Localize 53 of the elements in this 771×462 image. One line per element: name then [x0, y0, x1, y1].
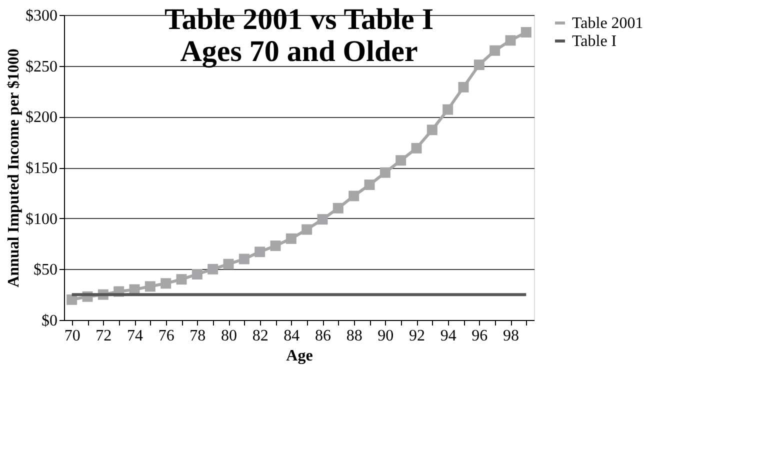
point — [254, 246, 266, 258]
point — [520, 27, 532, 38]
x-tick-label: 90 — [378, 328, 394, 344]
y-tick-label: $150 — [26, 160, 58, 177]
y-tick-label: $250 — [26, 58, 58, 76]
point — [505, 35, 516, 46]
legend-label: Table 2001 — [572, 15, 644, 32]
x-tick-label: 98 — [503, 328, 519, 344]
x-tick-label: 88 — [346, 328, 362, 344]
point — [411, 142, 422, 154]
y-tick-label: $300 — [26, 8, 58, 24]
point — [380, 167, 390, 178]
x-tick-label: 72 — [96, 328, 112, 344]
x-tick-label: 76 — [158, 328, 174, 344]
point — [144, 281, 156, 292]
point — [238, 254, 250, 264]
point — [396, 155, 406, 166]
x-tick-label: 82 — [252, 328, 268, 344]
point — [490, 45, 500, 56]
point — [223, 258, 234, 270]
x-tick-label: 70 — [64, 328, 80, 344]
point — [364, 180, 375, 190]
x-tick-label: 84 — [284, 328, 300, 344]
x-tick-label: 94 — [440, 328, 456, 344]
point — [458, 82, 469, 92]
x-tick-label: 74 — [127, 328, 143, 344]
legend-label: Table I — [572, 33, 617, 50]
point — [160, 278, 172, 289]
text: Ages 70 and Older — [180, 35, 418, 68]
y-tick-label: $100 — [26, 210, 58, 228]
point — [286, 233, 296, 244]
point — [176, 274, 187, 285]
x-tick-label: 86 — [315, 328, 331, 344]
x-tick-label: 80 — [221, 328, 237, 344]
x-tick-label: 92 — [409, 328, 425, 344]
point — [208, 264, 218, 274]
point — [192, 269, 202, 280]
point — [302, 224, 312, 235]
x-tick-label: 96 — [472, 328, 488, 344]
x-axis-title: Age — [286, 348, 313, 364]
y-axis-title: Annual Imputed Income per $1000 — [6, 48, 22, 288]
x-tick-label: 78 — [190, 328, 206, 344]
point — [317, 214, 328, 225]
point — [426, 124, 438, 136]
point — [442, 104, 454, 115]
point — [348, 190, 360, 202]
point — [66, 294, 78, 305]
point — [270, 240, 281, 252]
y-tick-label: $200 — [26, 109, 58, 126]
y-tick-label: $0 — [42, 312, 58, 330]
point — [332, 202, 344, 214]
y-tick-label: $50 — [34, 262, 58, 279]
point — [474, 60, 484, 70]
